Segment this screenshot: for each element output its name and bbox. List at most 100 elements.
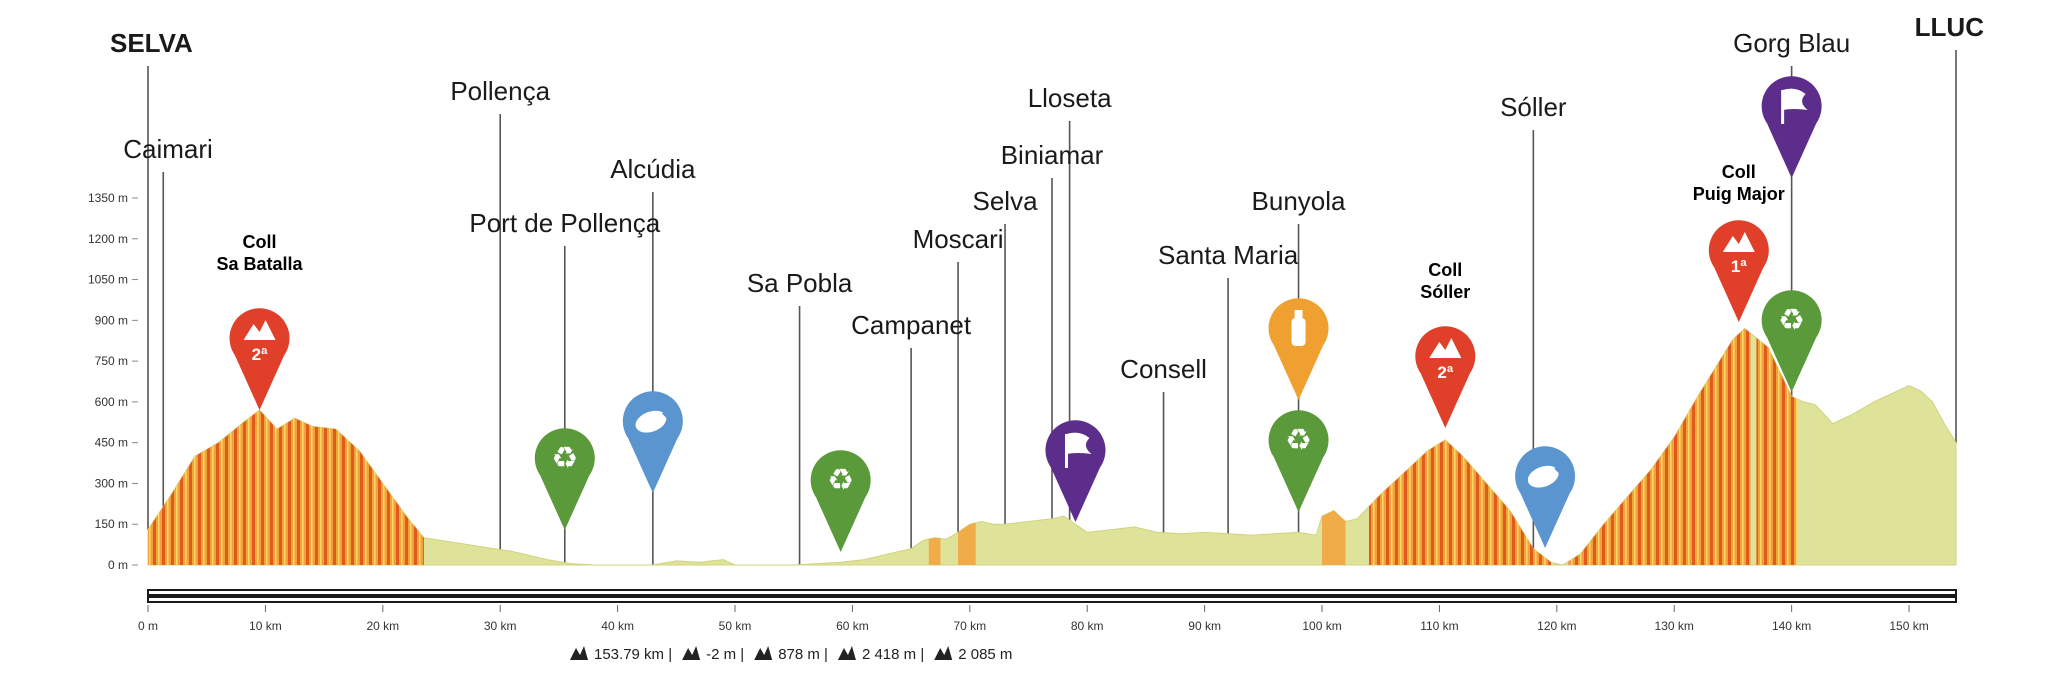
elevation-gain-icon	[837, 646, 856, 660]
max-altitude-icon	[754, 646, 773, 660]
pin-shape	[622, 391, 683, 493]
food-bag-marker	[622, 391, 683, 493]
pin-shape	[1415, 326, 1476, 428]
y-tick-label: 750 m	[95, 354, 128, 368]
recycle-marker: ♻	[1268, 410, 1329, 512]
bag-tie	[1554, 467, 1562, 475]
y-tick-label: 150 m	[95, 517, 128, 531]
mountain-marker: 2ª	[229, 308, 290, 410]
x-tick-label: 50 km	[719, 619, 752, 633]
pin-shape	[1761, 76, 1822, 178]
mountain-shape	[1722, 232, 1755, 252]
x-tick-label: 10 km	[249, 619, 282, 633]
bottle-body	[1291, 318, 1306, 346]
food-bag-icon	[1527, 465, 1562, 488]
recycle-marker: ♻	[810, 450, 871, 552]
x-tick-label: 100 km	[1302, 619, 1341, 633]
stage-stats: 153.79 km | -2 m | 878 m | 2 418 m | 2 085 m	[570, 646, 1012, 663]
food-bag-icon	[635, 410, 670, 433]
recycle-icon: ♻	[551, 441, 578, 476]
climb-name: Coll	[1428, 260, 1462, 280]
climb-category: 2ª	[1437, 363, 1453, 382]
place-label: Port de Pollença	[469, 208, 660, 238]
climb-category: 1ª	[1731, 257, 1747, 276]
stat-glyph	[934, 646, 953, 660]
pin-shape	[534, 428, 595, 530]
mountain-shape	[1429, 338, 1462, 358]
place-label: Sa Pobla	[747, 268, 853, 298]
pin-shape	[1268, 298, 1329, 400]
place-label: Moscari	[913, 224, 1004, 254]
stat-value: -2 m |	[706, 646, 744, 663]
flag-cloth	[1066, 432, 1092, 454]
y-tick-label: 600 m	[95, 395, 128, 409]
climb-name: Sóller	[1420, 282, 1470, 302]
place-label: LLUC	[1915, 12, 1985, 42]
y-tick-label: 0 m	[108, 558, 128, 572]
place-label: Campanet	[851, 310, 972, 340]
recycle-marker: ♻	[1761, 290, 1822, 392]
recycle-glyph: ♻	[551, 441, 578, 476]
stat-glyph	[682, 646, 701, 660]
pin-shape	[229, 308, 290, 410]
place-label: Alcúdia	[610, 154, 696, 184]
place-label: Lloseta	[1028, 83, 1112, 113]
y-tick-label: 450 m	[95, 436, 128, 450]
recycle-icon: ♻	[827, 463, 854, 498]
place-label: Pollença	[450, 76, 550, 106]
x-tick-label: 30 km	[484, 619, 517, 633]
recycle-marker: ♻	[534, 428, 595, 530]
climb-name: Coll	[1722, 162, 1756, 182]
x-tick-label: 80 km	[1071, 619, 1104, 633]
bag-tie	[662, 412, 670, 420]
mountain-icon	[243, 320, 276, 340]
stat-value: 153.79 km |	[594, 646, 672, 663]
place-label: Bunyola	[1252, 186, 1346, 216]
stat-glyph	[837, 646, 856, 660]
stat-value: 878 m |	[778, 646, 828, 663]
recycle-glyph: ♻	[1285, 423, 1312, 458]
mountain-marker: 1ª	[1708, 220, 1769, 322]
recycle-icon: ♻	[1778, 303, 1805, 338]
mountain-marker: 2ª	[1415, 326, 1476, 428]
place-label: Biniamar	[1001, 140, 1104, 170]
x-tick-label: 60 km	[836, 619, 869, 633]
food-bag-marker	[1515, 446, 1576, 548]
x-tick-label: 150 km	[1889, 619, 1928, 633]
x-tick-label: 40 km	[601, 619, 634, 633]
x-tick-label: 120 km	[1537, 619, 1576, 633]
bottle-icon	[1291, 310, 1306, 346]
y-tick-label: 300 m	[95, 476, 128, 490]
y-tick-label: 1050 m	[88, 273, 128, 287]
flag-cloth	[1782, 88, 1808, 110]
y-axis: 0 m 150 m 300 m 450 m 600 m 750 m 900 m 1050 m 1…	[88, 191, 138, 572]
flag-icon	[1064, 432, 1092, 468]
x-tick-label: 130 km	[1655, 619, 1694, 633]
place-label: Gorg Blau	[1733, 28, 1850, 58]
x-tick-label: 70 km	[953, 619, 986, 633]
elevation-loss-icon	[934, 646, 953, 660]
recycle-glyph: ♻	[827, 463, 854, 498]
x-tick-label: 20 km	[366, 619, 399, 633]
place-label: Selva	[973, 186, 1039, 216]
flag-marker	[1045, 420, 1106, 522]
flag-icon	[1781, 88, 1808, 124]
x-axis: 0 m 10 km 20 km 30 km 40 km 50 km 60 km 70 km 80…	[138, 605, 1929, 633]
stat-value: 2 085 m	[958, 646, 1012, 663]
stat-glyph	[570, 646, 588, 660]
pin-shape	[1045, 420, 1106, 522]
place-label: SELVA	[110, 28, 193, 58]
altitude-diff-icon	[682, 646, 701, 660]
route-markers: ♻ ♻ ♻ ♻ 2ª 2ª 1ª	[229, 76, 1822, 552]
place-label: Caimari	[123, 134, 213, 164]
y-tick-label: 900 m	[95, 313, 128, 327]
place-label: Consell	[1120, 354, 1207, 384]
distance-icon	[570, 646, 588, 660]
pin-shape	[1761, 290, 1822, 392]
bag-shape	[635, 410, 667, 433]
pin-shape	[810, 450, 871, 552]
recycle-icon: ♻	[1285, 423, 1312, 458]
